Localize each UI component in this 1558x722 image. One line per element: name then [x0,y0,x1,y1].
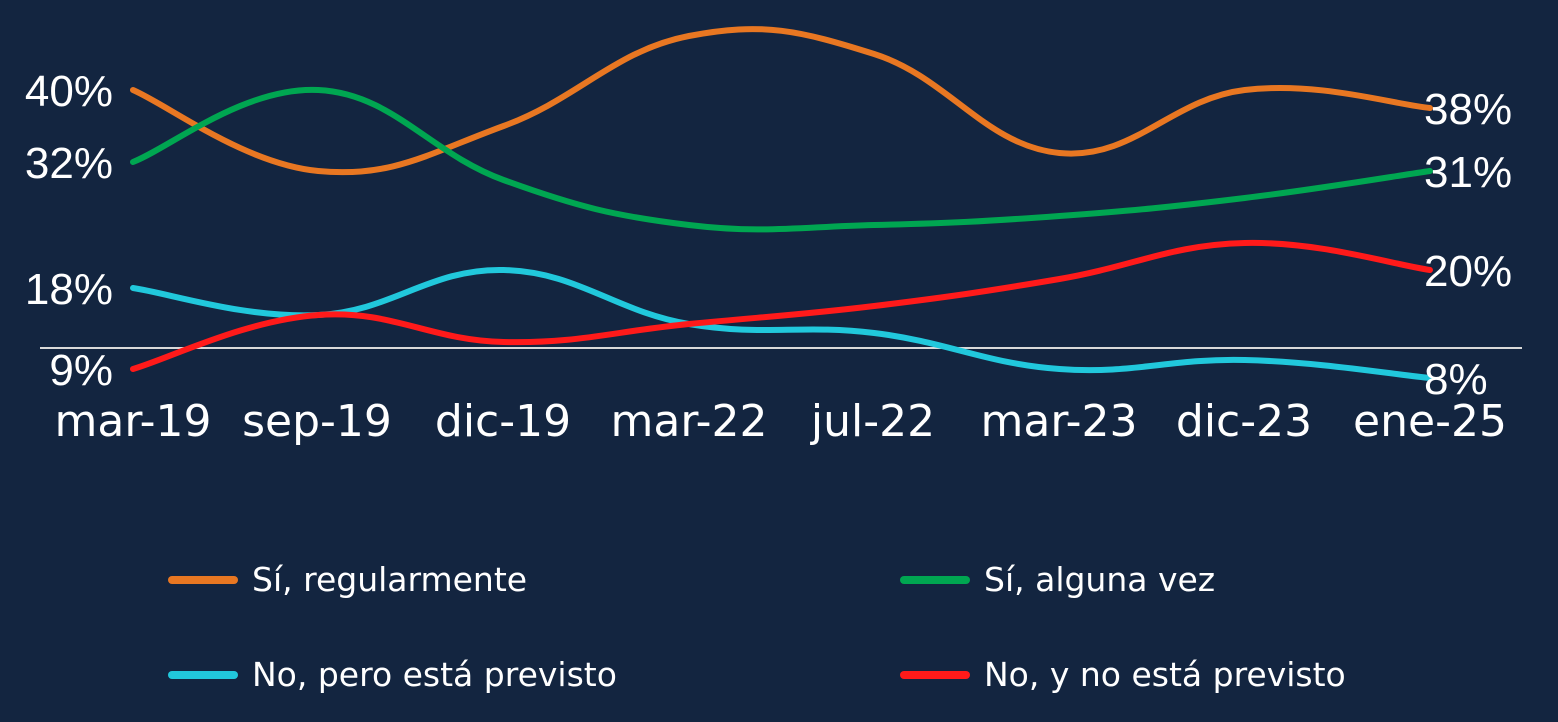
legend-item-si-regularmente: Sí, regularmente [168,560,527,599]
x-tick-label-jul-22: jul-22 [810,396,935,447]
data-labels: 40% 38% 32% 31% 18% 8% 9% 20% [25,67,1512,404]
x-tick-label-mar-19: mar-19 [55,396,212,447]
data-point-no-y-no-esta-previsto-mar-22 [686,321,692,327]
legend-item-no-y-no-previsto: No, y no está previsto [900,655,1346,694]
data-point-si-alguna-vez-sep-19 [315,87,321,93]
data-point-si-regularmente-mar-23 [1056,150,1062,156]
data-point-si-alguna-vez-mar-23 [1056,213,1062,219]
legend-swatch-no-pero-previsto [168,670,238,679]
data-point-no-pero-esta-previsto-mar-19 [130,285,136,291]
data-point-si-alguna-vez-mar-22 [686,222,692,228]
data-label-last-no-pero-esta-previsto: 8% [1424,355,1488,404]
data-point-si-regularmente-jul-22 [871,51,877,57]
data-point-no-y-no-esta-previsto-dic-19 [501,339,507,345]
data-label-last-si-regularmente: 38% [1424,85,1512,134]
x-tick-label-dic-19: dic-19 [435,396,571,447]
data-point-no-pero-esta-previsto-jul-22 [871,330,877,336]
x-tick-label-ene-25: ene-25 [1353,396,1507,447]
legend-label-si-alguna-vez: Sí, alguna vez [984,560,1216,599]
series-group [130,26,1433,381]
data-point-no-y-no-esta-previsto-jul-22 [871,303,877,309]
data-point-si-regularmente-dic-23 [1242,87,1248,93]
data-label-first-no-pero-esta-previsto: 18% [25,265,113,314]
x-tick-label-mar-23: mar-23 [981,396,1138,447]
data-point-si-alguna-vez-mar-19 [130,159,136,165]
data-label-last-no-y-no-esta-previsto: 20% [1424,247,1512,296]
data-point-si-alguna-vez-jul-22 [871,222,877,228]
series-line-si-regularmente [130,26,1433,176]
data-point-si-alguna-vez-dic-23 [1242,195,1248,201]
legend-swatch-no-y-no-previsto [900,670,970,679]
legend-swatch-si-regularmente [168,575,238,584]
data-point-no-y-no-esta-previsto-mar-19 [130,366,136,372]
series-line-si-alguna-vez [130,86,1433,233]
data-point-si-regularmente-dic-19 [501,123,507,129]
data-point-no-y-no-esta-previsto-sep-19 [315,312,321,318]
data-point-si-regularmente-mar-19 [130,87,136,93]
data-point-si-regularmente-mar-22 [686,33,692,39]
x-tick-label-dic-23: dic-23 [1176,396,1312,447]
legend-item-no-pero-previsto: No, pero está previsto [168,655,617,694]
data-point-no-y-no-esta-previsto-dic-23 [1242,240,1248,246]
data-label-first-no-y-no-esta-previsto: 9% [49,346,113,395]
data-point-no-pero-esta-previsto-dic-23 [1242,357,1248,363]
x-tick-label-mar-22: mar-22 [611,396,768,447]
series-line-no-pero-esta-previsto [130,266,1433,381]
data-point-no-y-no-esta-previsto-mar-23 [1056,276,1062,282]
data-label-last-si-alguna-vez: 31% [1424,148,1512,197]
legend-label-no-y-no-previsto: No, y no está previsto [984,655,1346,694]
series-line-no-y-no-esta-previsto [130,239,1433,372]
legend-swatch-si-alguna-vez [900,575,970,584]
data-label-first-si-alguna-vez: 32% [25,139,113,188]
legend-label-si-regularmente: Sí, regularmente [252,560,528,599]
data-point-si-alguna-vez-dic-19 [501,177,507,183]
x-tick-labels: mar-19 sep-19 dic-19 mar-22 jul-22 mar-23 dic-… [55,396,1507,447]
data-point-si-regularmente-sep-19 [315,168,321,174]
legend-item-si-alguna-vez: Sí, alguna vez [900,560,1215,599]
x-tick-label-sep-19: sep-19 [242,396,392,447]
data-label-first-si-regularmente: 40% [25,67,113,116]
data-point-no-pero-esta-previsto-dic-19 [501,267,507,273]
data-point-no-pero-esta-previsto-mar-23 [1056,366,1062,372]
legend-label-no-pero-previsto: No, pero está previsto [252,655,617,694]
